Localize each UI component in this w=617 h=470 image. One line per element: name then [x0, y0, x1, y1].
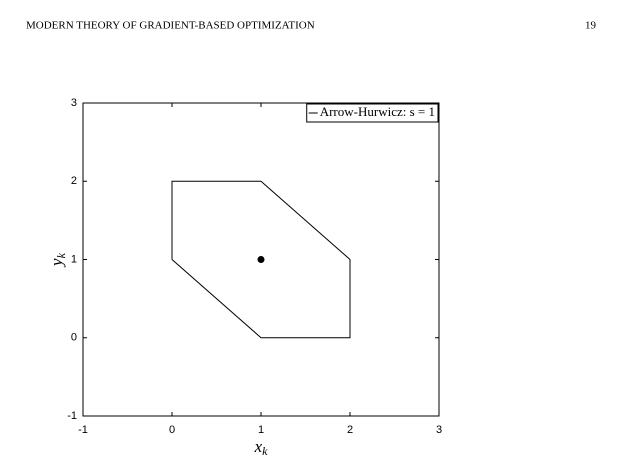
y-tick-label: 1 [71, 253, 77, 265]
running-title: MODERN THEORY OF GRADIENT-BASED OPTIMIZA… [26, 20, 315, 32]
y-axis-label-symbol: y [47, 258, 66, 268]
x-tick-label: 2 [347, 424, 353, 436]
y-axis-label-subscript: k [54, 252, 68, 258]
y-tick-label: 2 [71, 175, 77, 187]
x-axis-label-subscript: k [262, 444, 268, 458]
y-tick-label: 0 [71, 332, 77, 344]
point [257, 256, 265, 263]
legend-box [306, 103, 439, 123]
y-tick-label: -1 [67, 410, 77, 422]
x-tick-label: 1 [258, 424, 264, 436]
x-tick-label: -1 [78, 424, 88, 436]
x-tick-label: 3 [436, 424, 442, 436]
line [171, 180, 351, 339]
y-axis-label: yk [47, 252, 68, 268]
page-number: 19 [585, 20, 597, 32]
legend-label: Arrow-Hurwicz: s = 1 [320, 104, 435, 119]
legend: Arrow-Hurwicz: s = 1 [306, 103, 439, 123]
x-axis-label-symbol: x [254, 437, 263, 456]
y-tick-label: 3 [71, 97, 77, 109]
x-tick-label: 0 [169, 424, 175, 436]
x-axis-label: xk [254, 437, 269, 458]
